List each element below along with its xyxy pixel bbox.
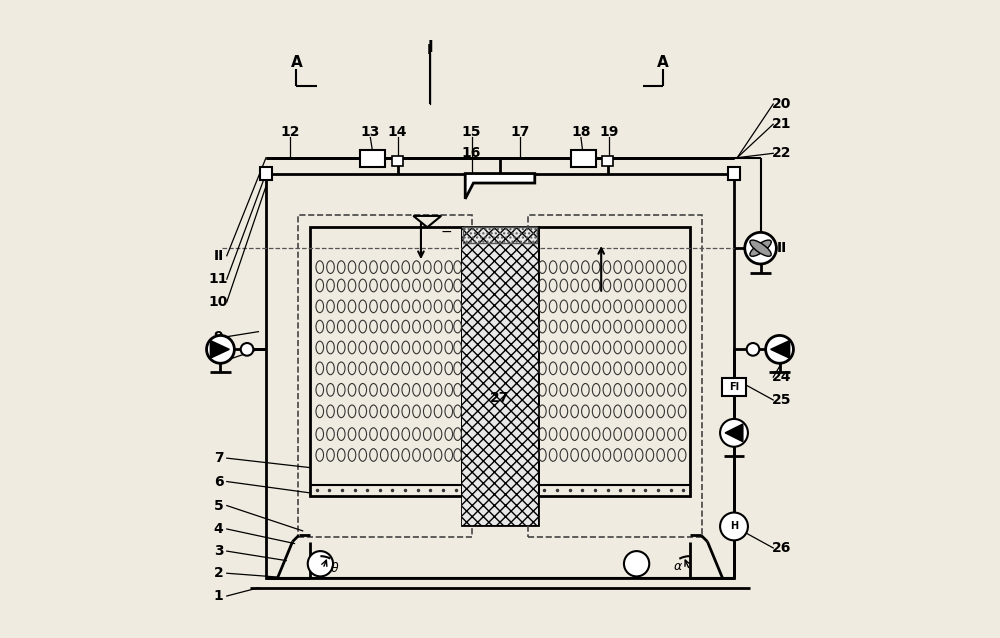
Polygon shape bbox=[210, 341, 229, 358]
Text: 25: 25 bbox=[772, 393, 791, 407]
Text: 13: 13 bbox=[361, 126, 380, 140]
Text: 27: 27 bbox=[490, 391, 510, 405]
Bar bbox=[602, 156, 613, 166]
Text: 10: 10 bbox=[209, 295, 228, 309]
Text: 21: 21 bbox=[772, 117, 791, 131]
Circle shape bbox=[241, 343, 253, 355]
Text: 26: 26 bbox=[772, 541, 791, 555]
Circle shape bbox=[207, 336, 234, 363]
Bar bbox=[722, 378, 746, 396]
Bar bbox=[260, 167, 272, 180]
Polygon shape bbox=[725, 424, 743, 441]
Text: 22: 22 bbox=[772, 146, 791, 160]
Text: 19: 19 bbox=[599, 126, 618, 140]
Bar bbox=[310, 227, 462, 496]
Text: 4: 4 bbox=[214, 522, 223, 536]
Text: A: A bbox=[290, 56, 302, 70]
Text: 7: 7 bbox=[214, 451, 223, 465]
Text: $\alpha$: $\alpha$ bbox=[673, 560, 683, 574]
Circle shape bbox=[720, 419, 748, 447]
Circle shape bbox=[766, 336, 793, 363]
Circle shape bbox=[308, 551, 333, 576]
Circle shape bbox=[720, 512, 748, 540]
Circle shape bbox=[745, 232, 776, 264]
Text: 18: 18 bbox=[571, 126, 591, 140]
Text: I: I bbox=[427, 43, 432, 57]
Text: 3: 3 bbox=[214, 544, 223, 558]
Polygon shape bbox=[465, 174, 535, 199]
Circle shape bbox=[747, 343, 759, 355]
Text: 17: 17 bbox=[511, 126, 530, 140]
Text: H: H bbox=[730, 521, 738, 531]
Ellipse shape bbox=[750, 240, 771, 256]
Text: A: A bbox=[657, 56, 669, 70]
Text: 24: 24 bbox=[772, 370, 791, 384]
Bar bbox=[571, 149, 596, 167]
Bar bbox=[728, 167, 740, 180]
Text: I: I bbox=[428, 40, 433, 54]
Text: 8: 8 bbox=[214, 353, 223, 367]
Text: 14: 14 bbox=[388, 126, 407, 140]
Bar bbox=[266, 174, 734, 578]
Text: $\theta$: $\theta$ bbox=[330, 561, 339, 575]
Bar bbox=[463, 227, 537, 243]
Bar bbox=[360, 149, 385, 167]
Text: II: II bbox=[213, 249, 224, 263]
Bar bbox=[538, 227, 690, 496]
Text: 12: 12 bbox=[280, 126, 300, 140]
Circle shape bbox=[624, 551, 649, 576]
Ellipse shape bbox=[750, 240, 771, 256]
Text: 23: 23 bbox=[772, 349, 791, 362]
Text: 11: 11 bbox=[209, 272, 228, 286]
Bar bbox=[462, 227, 538, 524]
Text: 9: 9 bbox=[214, 330, 223, 344]
Text: −: − bbox=[440, 225, 452, 239]
Text: 16: 16 bbox=[462, 146, 481, 160]
Text: 15: 15 bbox=[462, 126, 481, 140]
Text: 1: 1 bbox=[214, 589, 223, 603]
Bar bbox=[392, 156, 403, 166]
Polygon shape bbox=[771, 341, 790, 358]
Bar bbox=[528, 214, 702, 537]
Text: II: II bbox=[776, 241, 787, 255]
Text: 5: 5 bbox=[214, 498, 223, 512]
Text: FI: FI bbox=[729, 382, 739, 392]
Text: 2: 2 bbox=[214, 567, 223, 580]
Bar bbox=[298, 214, 472, 537]
Text: 20: 20 bbox=[772, 97, 791, 111]
Bar bbox=[462, 227, 538, 524]
Text: 6: 6 bbox=[214, 475, 223, 489]
